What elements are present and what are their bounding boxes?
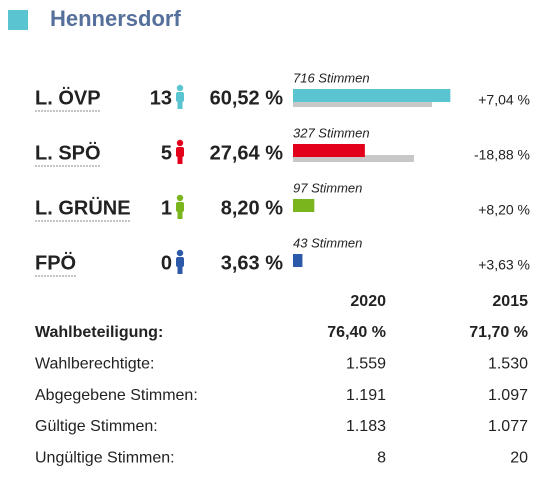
icon-legs <box>177 266 183 274</box>
icon-head <box>176 139 184 147</box>
previous-bar <box>293 100 433 107</box>
party-name: FPÖ <box>35 251 76 274</box>
party-name: L. GRÜNE <box>35 196 131 219</box>
person-icon <box>176 194 184 219</box>
icon-legs <box>177 211 183 219</box>
change: +7,04 % <box>478 92 530 108</box>
row-value: 1.191 <box>346 387 386 404</box>
result-bar <box>293 144 365 157</box>
change: +8,20 % <box>478 202 530 218</box>
row-value: 20 <box>510 449 528 466</box>
row-value: 1.077 <box>488 418 528 435</box>
row-value: 76,40 % <box>327 324 386 341</box>
icon-head <box>176 194 184 202</box>
votes-label: 716 Stimmen <box>293 70 370 85</box>
votes-label: 327 Stimmen <box>293 125 370 140</box>
row-label: Abgegebene Stimmen: <box>35 387 198 404</box>
row-value: 1.183 <box>346 418 386 435</box>
percent: 27,64 % <box>210 142 284 164</box>
row-label: Wahlbeteiligung: <box>35 324 163 341</box>
change: -18,88 % <box>474 147 530 163</box>
seats: 1 <box>161 197 172 219</box>
seats: 5 <box>161 142 172 164</box>
title-square <box>8 10 28 30</box>
party-name: L. SPÖ <box>35 141 101 164</box>
person-icon <box>176 249 184 274</box>
seats: 0 <box>161 252 172 274</box>
row-value: 8 <box>377 449 386 466</box>
row-value: 1.530 <box>488 356 528 373</box>
percent: 3,63 % <box>221 252 283 274</box>
seats: 13 <box>150 87 172 109</box>
column-header: 2015 <box>492 293 528 310</box>
row-label: Ungültige Stimmen: <box>35 449 175 466</box>
title: Hennersdorf <box>50 6 181 31</box>
result-bar <box>293 199 315 212</box>
result-bar <box>293 89 451 102</box>
person-icon <box>176 84 184 109</box>
row-value: 71,70 % <box>469 324 528 341</box>
votes-label: 43 Stimmen <box>293 235 362 250</box>
result-bar <box>293 254 303 267</box>
icon-body <box>176 147 184 157</box>
icon-body <box>176 257 184 267</box>
votes-label: 97 Stimmen <box>293 180 362 195</box>
person-icon <box>176 139 184 164</box>
party-name: L. ÖVP <box>35 86 101 109</box>
change: +3,63 % <box>478 257 530 273</box>
percent: 60,52 % <box>210 87 284 109</box>
percent: 8,20 % <box>221 197 283 219</box>
row-label: Gültige Stimmen: <box>35 418 158 435</box>
previous-bar <box>293 155 414 162</box>
icon-body <box>176 202 184 212</box>
row-value: 1.559 <box>346 356 386 373</box>
row-value: 1.097 <box>488 387 528 404</box>
icon-legs <box>177 101 183 109</box>
icon-legs <box>177 156 183 164</box>
row-label: Wahlberechtigte: <box>35 356 154 373</box>
icon-head <box>176 249 184 257</box>
icon-head <box>176 84 184 92</box>
icon-body <box>176 92 184 102</box>
column-header: 2020 <box>350 293 386 310</box>
